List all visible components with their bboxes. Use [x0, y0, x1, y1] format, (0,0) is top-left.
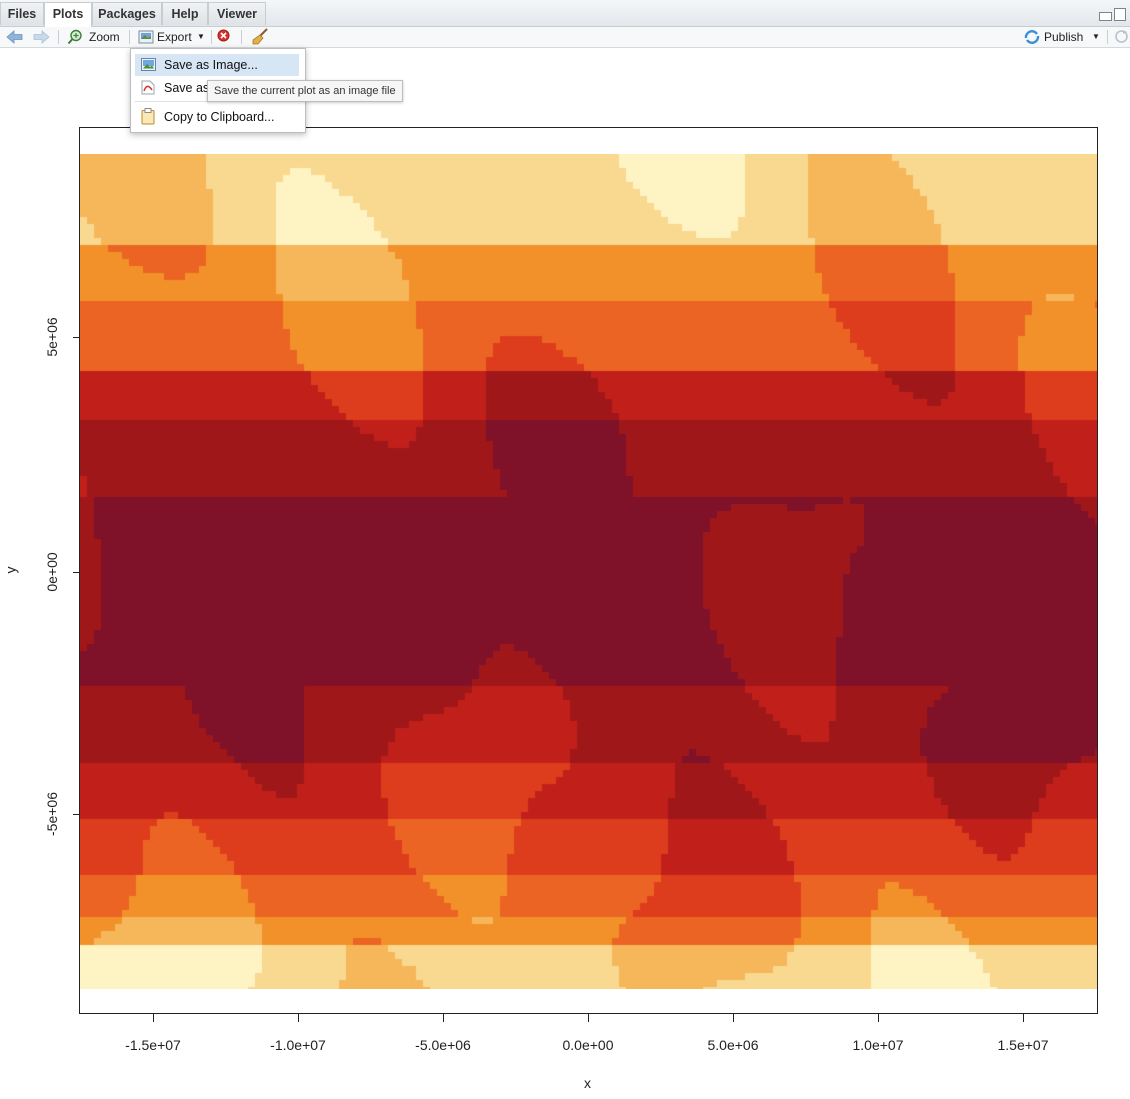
toolbar-separator	[1107, 30, 1108, 44]
x-tick-label: 0.0e+00	[562, 1037, 614, 1053]
export-button[interactable]: Export ▼	[137, 27, 209, 47]
y-tick	[73, 572, 79, 573]
plots-toolbar: Zoom Export ▼ Publish ▼	[0, 27, 1130, 48]
toolbar-separator	[129, 30, 130, 44]
x-tick	[443, 1014, 444, 1022]
menu-item-label: Copy to Clipboard...	[164, 110, 275, 124]
tab-viewer[interactable]: Viewer	[208, 2, 266, 25]
y-axis-title: y	[2, 566, 19, 574]
x-tick	[1023, 1014, 1024, 1022]
tab-files[interactable]: Files	[0, 2, 44, 25]
x-tick	[153, 1014, 154, 1022]
menu-item-save-as-pdf[interactable]: Save as	[135, 77, 299, 99]
clipboard-icon	[141, 108, 155, 125]
x-tick-label: -1.0e+07	[270, 1037, 326, 1053]
back-arrow-icon[interactable]	[6, 30, 23, 50]
x-tick-label: -5.0e+06	[415, 1037, 471, 1053]
export-icon	[138, 30, 154, 44]
menu-item-copy-to-clipboard[interactable]: Copy to Clipboard...	[135, 106, 299, 128]
forward-arrow-icon[interactable]	[33, 30, 50, 50]
publish-label: Publish	[1044, 30, 1084, 44]
y-tick-label: -5e+06	[44, 792, 60, 836]
x-tick	[298, 1014, 299, 1022]
pdf-icon	[141, 80, 155, 95]
y-tick-label: 5e+06	[44, 317, 60, 357]
export-label: Export	[157, 30, 192, 44]
x-tick-label: 1.0e+07	[852, 1037, 904, 1053]
plot-area	[79, 127, 1098, 1014]
raster-heatmap	[80, 154, 1097, 989]
x-tick-label: 1.5e+07	[997, 1037, 1049, 1053]
x-tick-label: -1.5e+07	[125, 1037, 181, 1053]
chevron-down-icon: ▼	[197, 32, 205, 41]
maximize-pane-icon[interactable]	[1114, 8, 1126, 21]
tooltip: Save the current plot as an image file	[207, 80, 403, 102]
minimize-pane-icon[interactable]	[1099, 12, 1112, 21]
x-tick	[878, 1014, 879, 1022]
toolbar-separator	[241, 30, 242, 44]
tab-packages[interactable]: Packages	[92, 2, 162, 25]
pane-tab-bar: Files Plots Packages Help Viewer	[0, 0, 1130, 27]
y-tick	[73, 337, 79, 338]
x-axis-title: x	[584, 1075, 591, 1091]
broom-icon[interactable]	[252, 28, 269, 48]
tab-plots[interactable]: Plots	[44, 2, 92, 27]
zoom-button[interactable]: Zoom	[67, 27, 123, 47]
x-tick-label: 5.0e+06	[707, 1037, 759, 1053]
menu-item-label: Save as	[164, 81, 210, 95]
publish-button[interactable]: Publish ▼	[1024, 27, 1104, 47]
zoom-label: Zoom	[89, 30, 120, 44]
toolbar-separator	[58, 30, 59, 44]
y-tick-label: 0e+00	[44, 552, 60, 592]
image-icon	[141, 58, 156, 71]
publish-icon	[1024, 30, 1040, 44]
tab-help[interactable]: Help	[162, 2, 208, 25]
chevron-down-icon: ▼	[1092, 32, 1100, 41]
menu-item-label: Save as Image...	[164, 58, 258, 72]
x-tick	[588, 1014, 589, 1022]
menu-item-save-as-image[interactable]: Save as Image...	[135, 54, 299, 76]
zoom-icon	[67, 29, 82, 45]
refresh-icon[interactable]	[1114, 29, 1129, 49]
toolbar-separator	[211, 30, 212, 44]
remove-plot-icon[interactable]	[217, 29, 230, 49]
y-tick	[73, 814, 79, 815]
x-tick	[733, 1014, 734, 1022]
